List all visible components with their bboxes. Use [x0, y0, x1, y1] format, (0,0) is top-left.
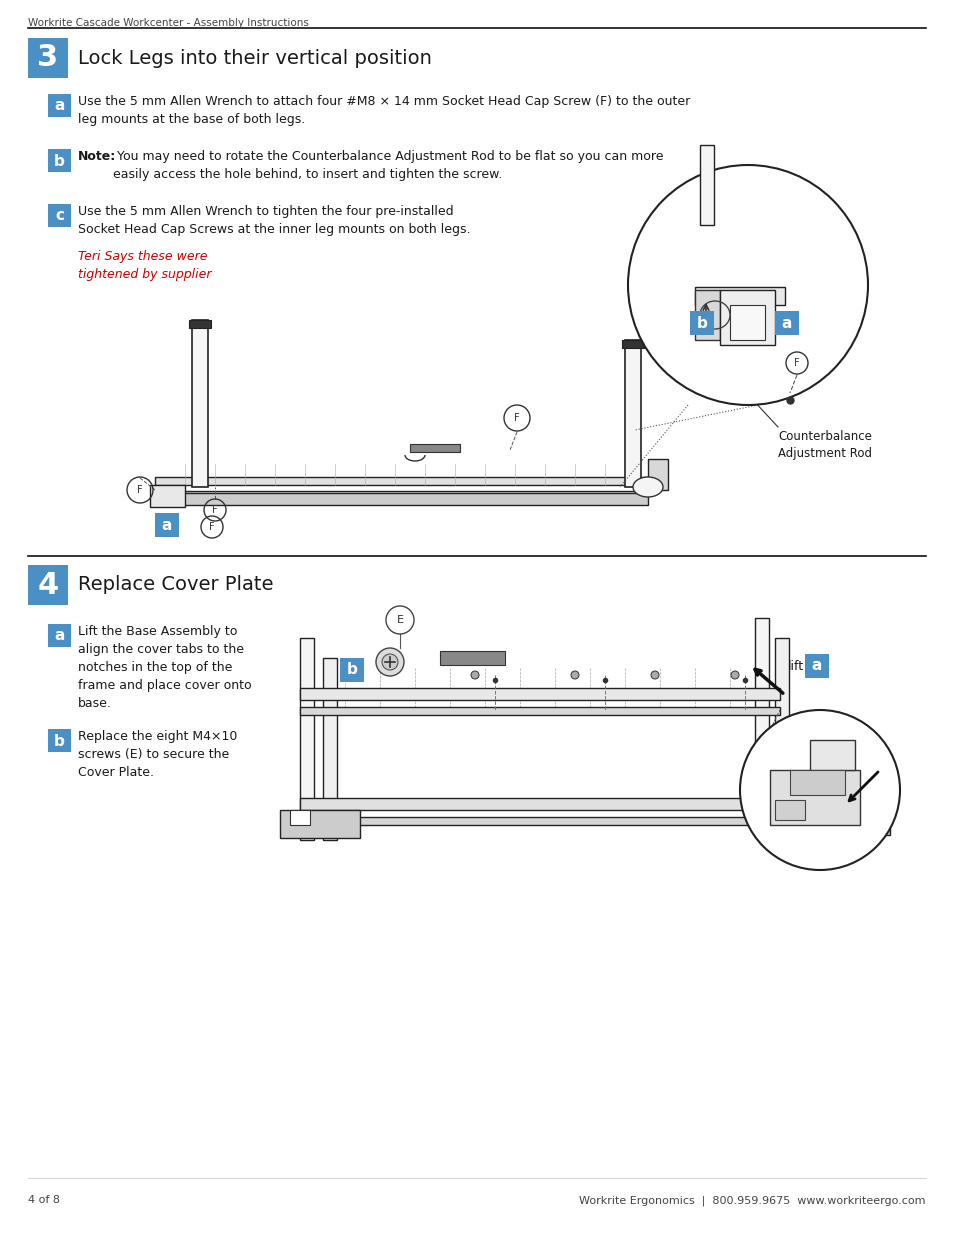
- FancyBboxPatch shape: [28, 38, 68, 78]
- Circle shape: [571, 671, 578, 679]
- Bar: [189, 320, 211, 329]
- FancyBboxPatch shape: [48, 624, 71, 647]
- Text: 3: 3: [37, 43, 58, 73]
- FancyBboxPatch shape: [774, 311, 799, 335]
- Text: Teri Says these were
tightened by supplier: Teri Says these were tightened by suppli…: [78, 249, 212, 282]
- Bar: [439, 651, 504, 664]
- Text: a: a: [811, 658, 821, 673]
- FancyBboxPatch shape: [48, 94, 71, 117]
- Bar: [280, 810, 359, 839]
- Text: 4: 4: [37, 571, 58, 599]
- Bar: [647, 459, 667, 490]
- Bar: [154, 477, 647, 485]
- Bar: [323, 658, 336, 840]
- Text: Replace the eight M4×10
screws (E) to secure the
Cover Plate.: Replace the eight M4×10 screws (E) to se…: [78, 730, 237, 779]
- Bar: [410, 445, 459, 452]
- Bar: [720, 290, 774, 345]
- Circle shape: [627, 165, 867, 405]
- Bar: [695, 287, 784, 305]
- Text: Use the 5 mm Allen Wrench to tighten the four pre-installed
Socket Head Cap Scre: Use the 5 mm Allen Wrench to tighten the…: [78, 205, 470, 236]
- Text: Counterbalance
Adjustment Rod: Counterbalance Adjustment Rod: [778, 430, 871, 459]
- Text: a: a: [54, 99, 65, 114]
- Text: b: b: [54, 734, 65, 748]
- Text: Workrite Cascade Workcenter - Assembly Instructions: Workrite Cascade Workcenter - Assembly I…: [28, 19, 309, 28]
- Circle shape: [381, 655, 397, 671]
- Text: Note:: Note:: [78, 149, 116, 163]
- Bar: [829, 810, 889, 835]
- Ellipse shape: [633, 477, 662, 496]
- Text: Workrite Ergonomics  |  800.959.9675  www.workriteergo.com: Workrite Ergonomics | 800.959.9675 www.w…: [578, 1195, 925, 1205]
- Bar: [192, 320, 208, 487]
- FancyBboxPatch shape: [339, 658, 364, 682]
- FancyBboxPatch shape: [154, 513, 179, 537]
- Bar: [624, 340, 640, 487]
- Text: F: F: [137, 485, 143, 495]
- Bar: [695, 290, 720, 340]
- Bar: [299, 688, 780, 700]
- Bar: [154, 492, 647, 496]
- Text: b: b: [696, 315, 707, 331]
- Text: F: F: [793, 358, 799, 368]
- Text: Lift the Base Assembly to
align the cover tabs to the
notches in the top of the
: Lift the Base Assembly to align the cove…: [78, 625, 252, 710]
- Text: Lock Legs into their vertical position: Lock Legs into their vertical position: [78, 48, 432, 68]
- Bar: [729, 305, 764, 340]
- Bar: [774, 638, 788, 810]
- Bar: [299, 638, 314, 840]
- Bar: [700, 144, 713, 225]
- Bar: [299, 706, 780, 715]
- Text: Use the 5 mm Allen Wrench to attach four #M8 × 14 mm Socket Head Cap Screw (F) t: Use the 5 mm Allen Wrench to attach four…: [78, 95, 690, 126]
- Text: b: b: [346, 662, 357, 678]
- Bar: [150, 485, 185, 508]
- Bar: [621, 340, 643, 348]
- Bar: [299, 798, 834, 810]
- Text: F: F: [212, 505, 217, 515]
- Bar: [154, 493, 647, 505]
- Text: You may need to rotate the Counterbalance Adjustment Rod to be flat so you can m: You may need to rotate the Counterbalanc…: [112, 149, 662, 182]
- Bar: [789, 769, 844, 795]
- Text: b: b: [54, 153, 65, 168]
- Text: a: a: [54, 629, 65, 643]
- FancyBboxPatch shape: [48, 729, 71, 752]
- Circle shape: [375, 648, 403, 676]
- Text: a: a: [781, 315, 791, 331]
- FancyBboxPatch shape: [804, 655, 828, 678]
- Bar: [769, 769, 859, 825]
- Text: F: F: [209, 522, 214, 532]
- Circle shape: [740, 710, 899, 869]
- Circle shape: [471, 671, 478, 679]
- Bar: [774, 800, 804, 820]
- FancyBboxPatch shape: [28, 564, 68, 605]
- Text: a: a: [162, 517, 172, 532]
- Text: c: c: [55, 209, 64, 224]
- Text: Replace Cover Plate: Replace Cover Plate: [78, 576, 274, 594]
- Circle shape: [650, 671, 659, 679]
- Bar: [290, 810, 310, 825]
- Text: lift: lift: [787, 659, 803, 673]
- Bar: [809, 740, 854, 769]
- Bar: [754, 618, 768, 810]
- Text: F: F: [514, 412, 519, 424]
- Bar: [299, 818, 834, 825]
- Circle shape: [730, 671, 739, 679]
- FancyBboxPatch shape: [48, 204, 71, 227]
- Text: 4 of 8: 4 of 8: [28, 1195, 60, 1205]
- FancyBboxPatch shape: [48, 149, 71, 172]
- FancyBboxPatch shape: [689, 311, 713, 335]
- Text: E: E: [396, 615, 403, 625]
